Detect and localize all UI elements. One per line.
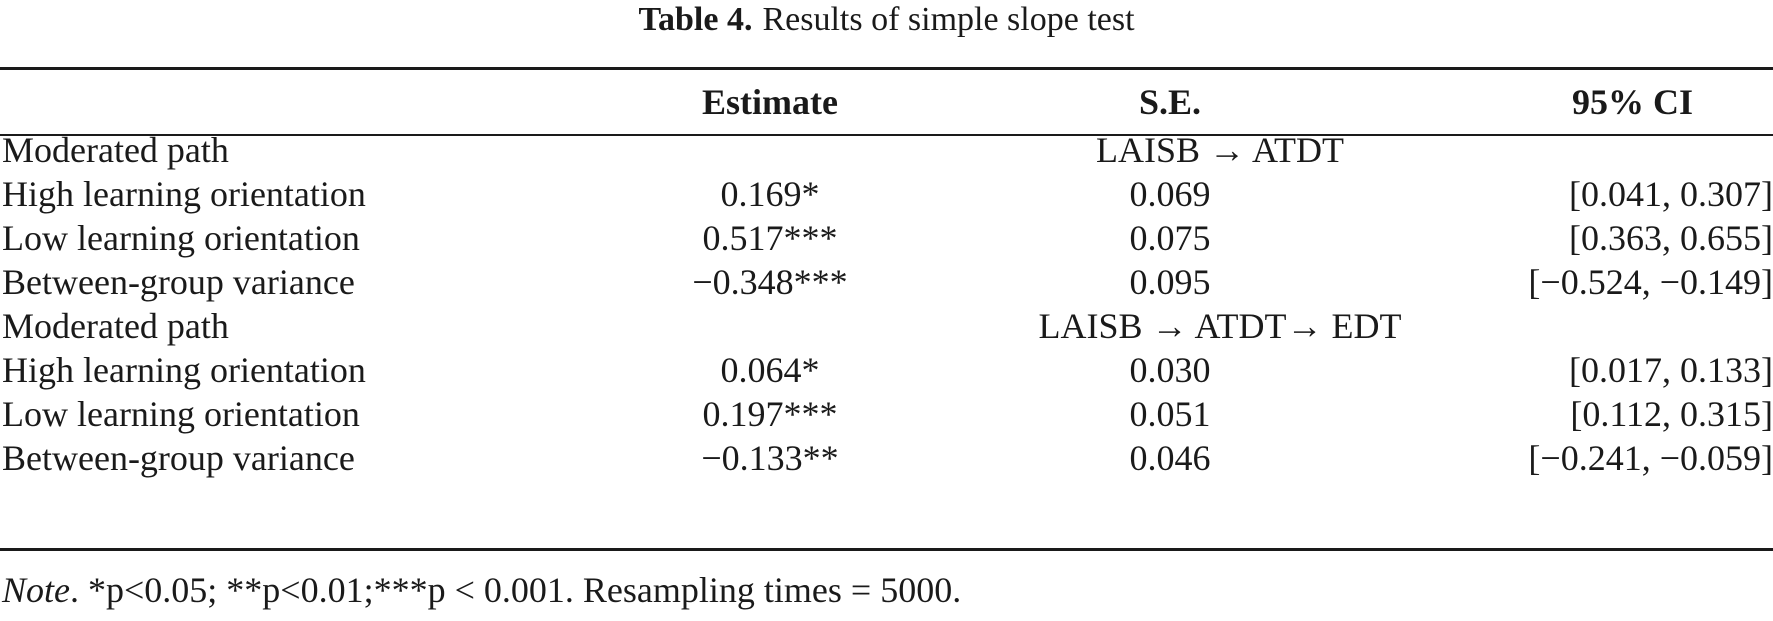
header-se: S.E. <box>1138 82 1202 122</box>
row-name: Between-group variance <box>2 262 355 302</box>
row-name: Low learning orientation <box>2 218 360 258</box>
section-label: Moderated path <box>2 306 229 346</box>
row-estimate: 0.197*** <box>702 394 838 434</box>
table-row: Low learning orientation 0.197*** 0.051 … <box>0 389 1773 439</box>
row-ci: [−0.524, −0.149] <box>1528 262 1773 302</box>
table-note: Note. *p<0.05; **p<0.01;***p < 0.001. Re… <box>2 568 961 612</box>
note-text: . *p<0.05; **p<0.01;***p < 0.001. Resamp… <box>70 570 962 610</box>
row-estimate: −0.133** <box>701 438 839 478</box>
note-label: Note <box>2 570 70 610</box>
table-title: Results of simple slope test <box>762 1 1135 38</box>
section-row: Moderated path LAISB → ATDT→ EDT <box>0 301 1773 351</box>
row-ci: [0.017, 0.133] <box>1569 350 1773 390</box>
row-se: 0.046 <box>1129 438 1211 478</box>
row-name: High learning orientation <box>2 174 366 214</box>
bottom-rule <box>0 548 1773 551</box>
header-ci: 95% CI <box>1571 82 1693 122</box>
row-ci: [0.112, 0.315] <box>1570 394 1773 434</box>
table-caption: Table 4. Results of simple slope test <box>0 0 1773 40</box>
table-row: High learning orientation 0.064* 0.030 [… <box>0 345 1773 395</box>
table-row: High learning orientation 0.169* 0.069 [… <box>0 169 1773 219</box>
row-estimate: 0.169* <box>720 174 820 214</box>
row-se: 0.051 <box>1129 394 1211 434</box>
section-path: LAISB → ATDT→ EDT <box>1038 306 1402 346</box>
row-estimate: −0.348*** <box>692 262 848 302</box>
table-row: Between-group variance −0.348*** 0.095 [… <box>0 257 1773 307</box>
row-se: 0.069 <box>1129 174 1211 214</box>
row-name: Between-group variance <box>2 438 355 478</box>
row-estimate: 0.517*** <box>702 218 838 258</box>
row-ci: [−0.241, −0.059] <box>1528 438 1773 478</box>
table-row: Low learning orientation 0.517*** 0.075 … <box>0 213 1773 263</box>
row-name: Low learning orientation <box>2 394 360 434</box>
row-se: 0.095 <box>1129 262 1211 302</box>
section-path: LAISB → ATDT <box>1095 130 1344 170</box>
row-ci: [0.041, 0.307] <box>1569 174 1773 214</box>
row-se: 0.030 <box>1129 350 1211 390</box>
header-rule <box>0 134 1773 136</box>
table-number: Table 4. <box>638 1 753 38</box>
row-ci: [0.363, 0.655] <box>1569 218 1773 258</box>
top-rule <box>0 67 1773 70</box>
section-label: Moderated path <box>2 130 229 170</box>
row-name: High learning orientation <box>2 350 366 390</box>
header-estimate: Estimate <box>702 82 838 122</box>
section-row: Moderated path LAISB → ATDT <box>0 125 1773 175</box>
row-estimate: 0.064* <box>720 350 820 390</box>
table-row: Between-group variance −0.133** 0.046 [−… <box>0 433 1773 483</box>
row-se: 0.075 <box>1129 218 1211 258</box>
